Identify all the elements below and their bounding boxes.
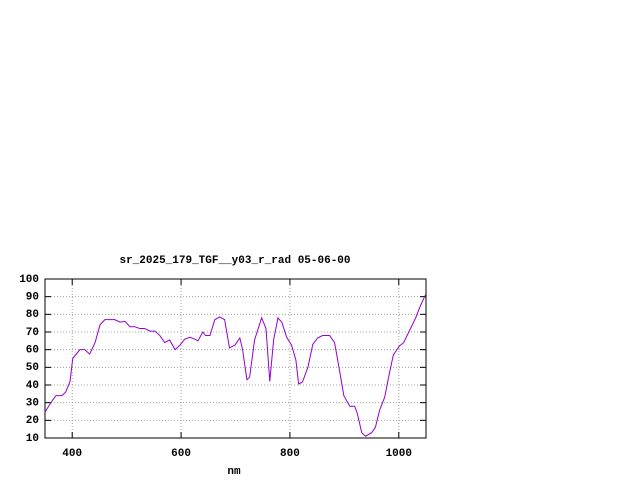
x-tick-label: 600 — [171, 448, 191, 460]
y-tick-label: 10 — [26, 433, 39, 445]
x-axis-label: nm — [227, 466, 241, 478]
x-tick-label: 400 — [62, 448, 82, 460]
y-tick-label: 20 — [26, 415, 39, 427]
y-tick-label: 30 — [26, 398, 39, 410]
y-tick-label: 100 — [19, 274, 39, 286]
x-tick-label: 800 — [280, 448, 300, 460]
x-tick-label: 1000 — [386, 448, 412, 460]
y-tick-label: 40 — [26, 380, 39, 392]
y-tick-label: 70 — [26, 327, 39, 339]
y-tick-label: 60 — [26, 345, 39, 357]
data-line — [44, 294, 426, 437]
y-tick-label: 50 — [26, 362, 39, 374]
plot-border — [44, 278, 427, 439]
chart-title: sr_2025_179_TGF__y03_r_rad 05-06-00 — [119, 255, 350, 267]
y-tick-label: 80 — [26, 309, 39, 321]
y-tick-label: 90 — [26, 292, 39, 304]
